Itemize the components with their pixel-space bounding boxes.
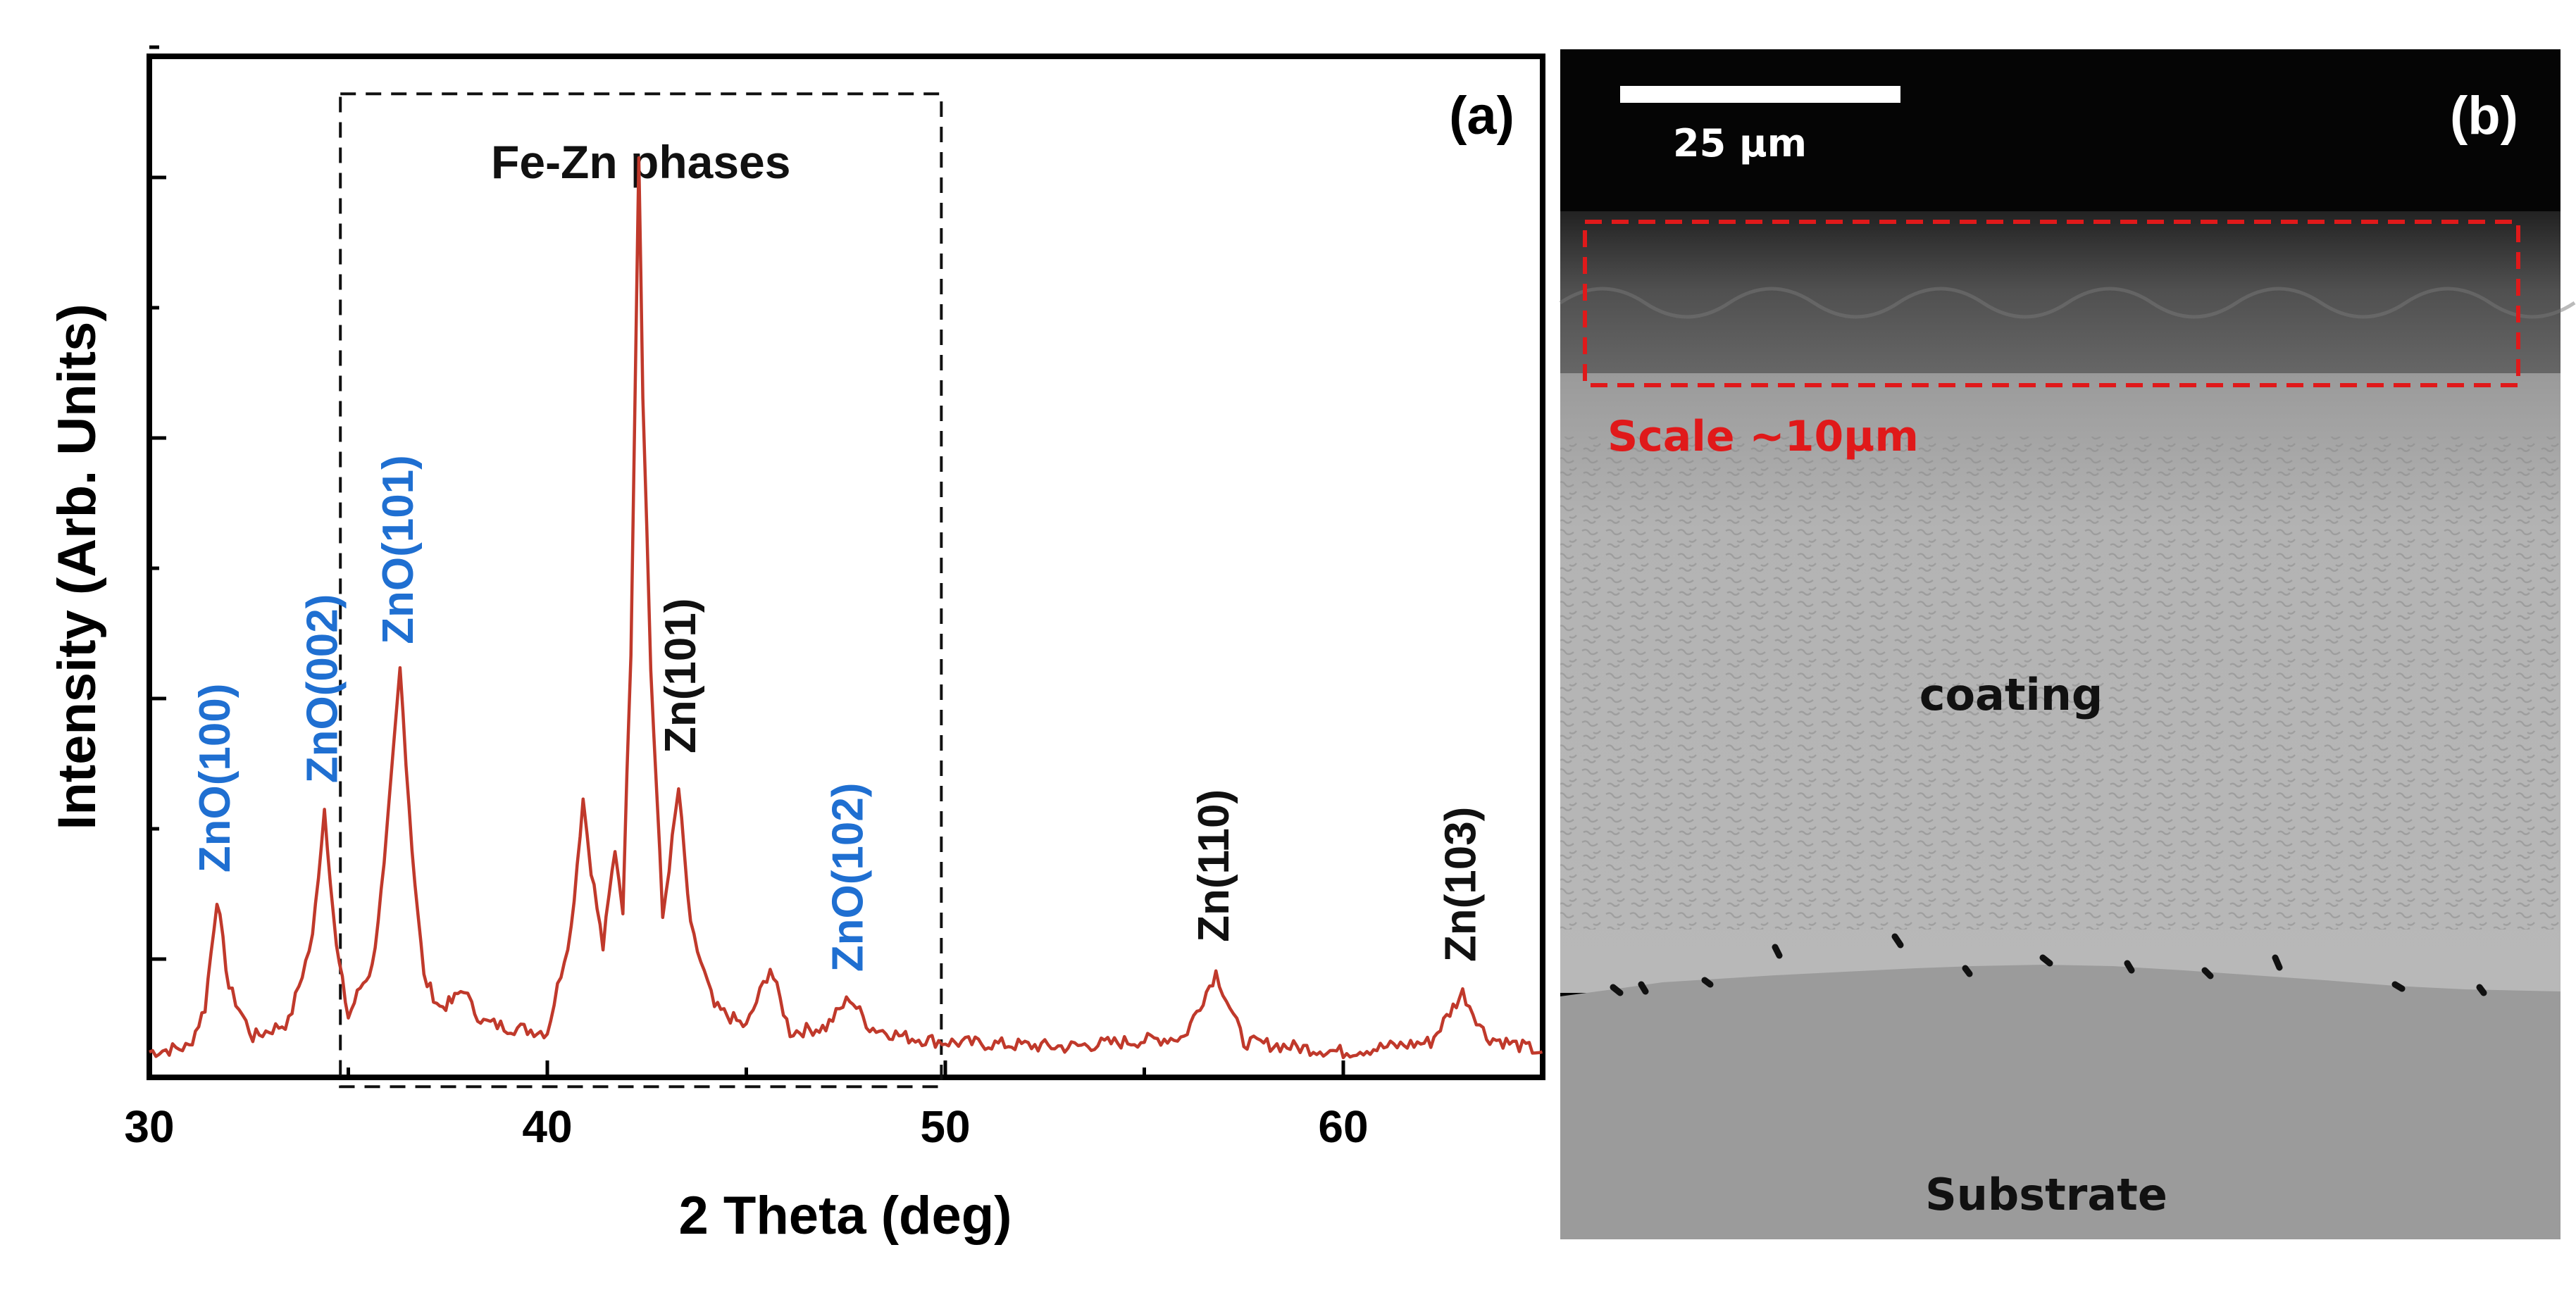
fe-zn-phases-label: Fe-Zn phases [491, 136, 790, 188]
sem-cross-section: 25 µm (b) Scale ~10µm coating Substrate [1559, 49, 2576, 1239]
fe-zn-phases-box [339, 92, 943, 1089]
peak-label: Zn(101) [657, 599, 705, 753]
peak-label: ZnO(100) [191, 683, 239, 872]
plot-frame [147, 54, 1545, 1080]
x-axis-tick-labels: 30 40 50 60 [124, 1101, 1368, 1152]
xrd-trace-line [149, 156, 1543, 1060]
x-tick-label: 50 [920, 1101, 970, 1152]
scale-region-box [1583, 220, 2520, 387]
x-tick-label: 30 [124, 1101, 174, 1152]
substrate-label: Substrate [1925, 1169, 2167, 1220]
oxide-scale-layer [1560, 211, 2561, 387]
interface-dark-specks [1610, 933, 2487, 996]
peak-labels: ZnO(100) ZnO(002) ZnO(101) Zn(101) ZnO(102) Z… [191, 455, 1485, 972]
x-axis-title: 2 Theta (deg) [679, 1186, 1012, 1246]
peak-label: Zn(110) [1190, 789, 1238, 942]
scale-thickness-label: Scale ~10µm [1607, 412, 1919, 461]
x-tick-label: 40 [522, 1101, 572, 1152]
panel-a-label: (a) [1449, 86, 1514, 146]
scale-bar [1620, 86, 1900, 103]
peak-label: ZnO(101) [374, 455, 423, 644]
coating-grain-texture [1560, 437, 2561, 929]
x-axis-ticks [347, 1060, 1345, 1077]
peak-label: ZnO(102) [823, 782, 872, 972]
xrd-chart: 30 40 50 60 Fe-Zn phases ZnO(100) ZnO(002)Zn… [47, 45, 1545, 1246]
oxide-wavy-texture [1559, 287, 2576, 319]
x-tick-label: 60 [1318, 1101, 1368, 1152]
coating-label: coating [1919, 669, 2103, 720]
peak-label: Zn(103) [1437, 807, 1486, 962]
y-axis-ticks [149, 45, 166, 961]
scale-bar-label: 25 µm [1673, 121, 1807, 165]
panel-b-label: (b) [2450, 86, 2518, 146]
y-axis-title: Intensity (Arb. Units) [47, 303, 107, 830]
peak-label: ZnO(002) [299, 594, 347, 784]
coating-substrate-interface [1560, 965, 2561, 1239]
